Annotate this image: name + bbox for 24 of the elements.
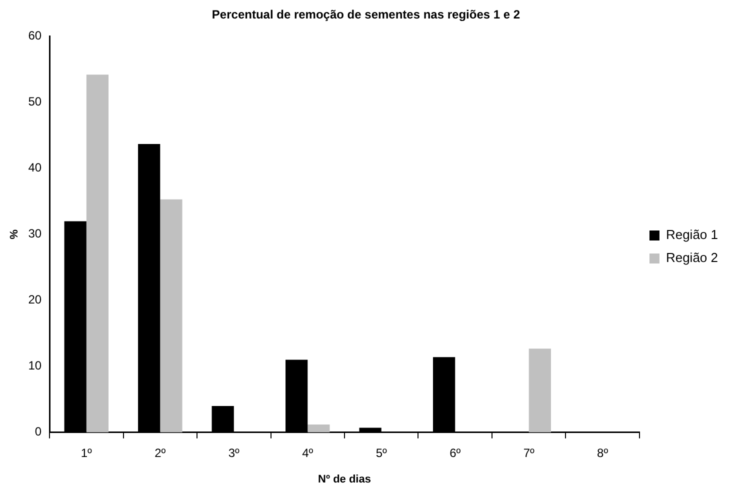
x-tick-label: 5º: [376, 446, 388, 460]
x-tick-label: 8º: [597, 446, 609, 460]
x-tick-label: 1º: [80, 446, 93, 460]
chart-title: Percentual de remoção de sementes nas regiões 1 e 2: [212, 8, 520, 22]
y-axis-title: %: [8, 229, 21, 240]
bar: [160, 199, 182, 432]
bar: [86, 74, 109, 432]
x-tick-label: 7º: [523, 446, 535, 460]
x-tick-label: 6º: [450, 446, 462, 460]
y-tick-label: 60: [28, 28, 42, 43]
y-tick-label: 0: [34, 424, 42, 439]
bar: [528, 348, 551, 432]
y-tick-label: 10: [28, 358, 42, 373]
y-tick-label: 20: [28, 292, 42, 307]
bar: [308, 424, 330, 432]
x-tick-label: 4º: [302, 446, 314, 460]
y-tick-label: 50: [28, 94, 42, 109]
y-tick-label: 30: [28, 226, 42, 241]
y-tick-label: 40: [28, 160, 42, 175]
legend-label: Região 2: [666, 250, 718, 266]
x-tick-label: 2º: [154, 446, 166, 460]
x-tick-label: 3º: [228, 446, 240, 460]
legend-label: Região 1: [666, 227, 718, 242]
x-axis-title: Nº de dias: [318, 473, 371, 486]
